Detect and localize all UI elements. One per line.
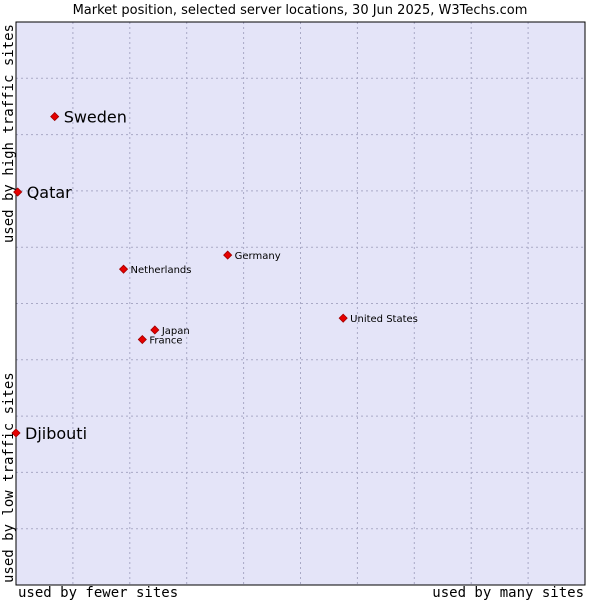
y-axis-label-low: used by low traffic sites bbox=[1, 372, 17, 583]
point-japan: Japan bbox=[150, 325, 190, 337]
point-germany: Germany bbox=[223, 250, 281, 262]
marker-netherlands bbox=[118, 264, 129, 274]
point-netherlands: Netherlands bbox=[118, 264, 192, 276]
label-germany: Germany bbox=[235, 251, 281, 262]
data-points: Sweden Qatar Germany Netherlands United Stat… bbox=[11, 108, 418, 443]
chart-title: Market position, selected server locatio… bbox=[73, 3, 528, 18]
marker-france bbox=[137, 334, 147, 345]
label-netherlands: Netherlands bbox=[131, 265, 192, 276]
y-axis-label-high: used by high traffic sites bbox=[1, 24, 17, 243]
grid bbox=[16, 22, 585, 585]
marker-united-states bbox=[338, 313, 348, 323]
point-sweden: Sweden bbox=[50, 108, 127, 127]
label-sweden: Sweden bbox=[64, 108, 127, 127]
label-japan: Japan bbox=[161, 326, 190, 337]
x-axis-label-low: used by fewer sites bbox=[18, 585, 178, 600]
label-qatar: Qatar bbox=[27, 183, 72, 202]
label-djibouti: Djibouti bbox=[25, 424, 87, 443]
label-united-states: United States bbox=[350, 314, 418, 325]
marker-germany bbox=[223, 250, 233, 260]
point-united-states: United States bbox=[338, 313, 418, 325]
plot-frame bbox=[15, 21, 586, 586]
point-djibouti: Djibouti bbox=[11, 424, 87, 443]
marker-sweden bbox=[50, 112, 60, 122]
label-france: France bbox=[149, 336, 182, 347]
x-axis-label-high: used by many sites bbox=[432, 585, 584, 600]
marker-japan bbox=[150, 325, 160, 335]
marker-qatar bbox=[13, 187, 23, 197]
marker-djibouti bbox=[11, 428, 21, 438]
point-france: France bbox=[137, 334, 183, 347]
point-qatar: Qatar bbox=[13, 183, 72, 202]
